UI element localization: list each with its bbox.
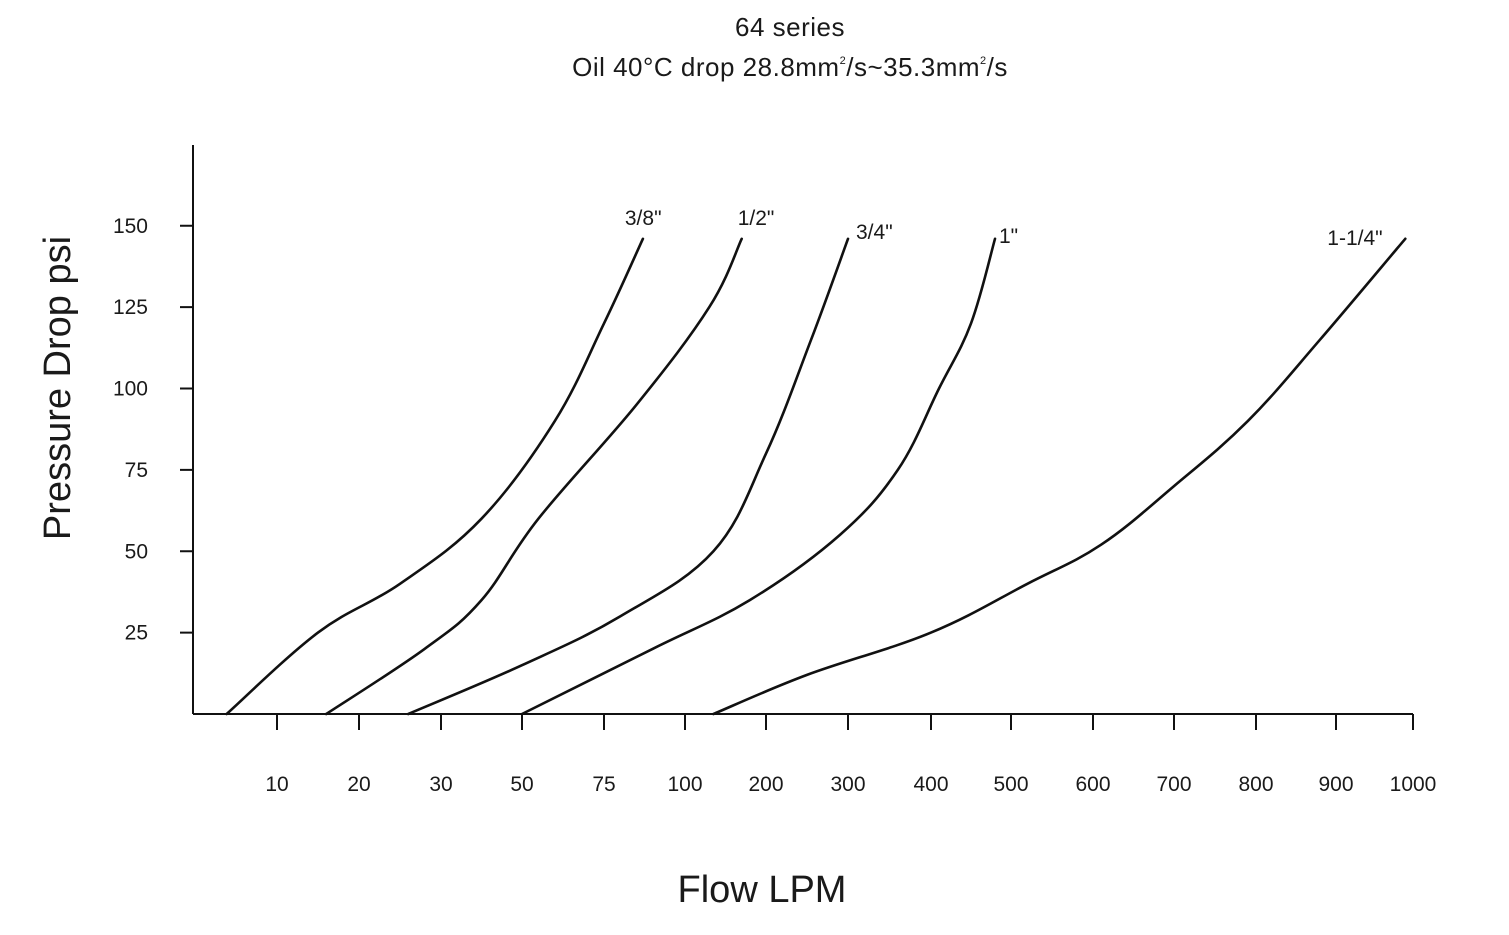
series-curves — [225, 237, 1407, 716]
x-tick-label: 1000 — [1390, 773, 1437, 796]
series-label: 1/2" — [738, 207, 775, 230]
x-tick-label: 30 — [429, 773, 452, 796]
series-label: 3/4" — [856, 221, 893, 244]
x-tick-label: 700 — [1156, 773, 1191, 796]
subtitle-text: /s~35.3mm — [846, 52, 981, 82]
series-label: 3/8" — [625, 207, 662, 230]
y-tick-label: 100 — [113, 378, 148, 401]
x-tick-label: 900 — [1318, 773, 1353, 796]
x-tick-label: 200 — [748, 773, 783, 796]
subtitle-superscript: 2 — [980, 55, 987, 68]
x-tick-label: 300 — [830, 773, 865, 796]
series-label: 1-1/4" — [1327, 227, 1382, 250]
series-curve — [712, 237, 1407, 716]
x-tick-label: 50 — [510, 773, 533, 796]
axes — [192, 145, 1413, 715]
x-axis-title: Flow LPM — [678, 869, 847, 911]
x-tick-label: 400 — [913, 773, 948, 796]
x-tick-label: 100 — [667, 773, 702, 796]
y-tick-label: 25 — [125, 622, 148, 645]
x-ticks: 10 20 30 50 75 100 200 300 400 500 600 700 800 900 100… — [265, 714, 1436, 796]
y-tick-label: 50 — [125, 540, 148, 563]
series-curve — [406, 237, 850, 716]
y-tick-label: 125 — [113, 296, 148, 319]
x-tick-label: 600 — [1075, 773, 1110, 796]
y-tick-label: 75 — [125, 459, 148, 482]
subtitle-superscript: 2 — [839, 55, 847, 68]
series-curve — [520, 237, 997, 716]
y-tick-label: 150 — [113, 215, 148, 238]
series-curve — [324, 237, 743, 716]
y-axis-title: Pressure Drop psi — [37, 236, 79, 540]
x-tick-label: 500 — [993, 773, 1028, 796]
series-curve — [225, 237, 645, 716]
chart-subtitle: Oil 40°C drop 28.8mm2/s~35.3mm2/s — [0, 52, 1509, 83]
series-label: 1" — [999, 225, 1018, 248]
chart-title: 64 series — [735, 12, 845, 42]
x-tick-label: 10 — [265, 773, 288, 796]
y-ticks: 25 50 75 100 125 150 — [113, 215, 193, 645]
x-tick-label: 75 — [592, 773, 615, 796]
series-labels: 3/8" 1/2" 3/4" 1" 1-1/4" — [625, 207, 1383, 250]
x-tick-label: 800 — [1238, 773, 1273, 796]
subtitle-text: Oil 40°C drop 28.8mm — [572, 52, 840, 82]
subtitle-text: /s — [986, 52, 1008, 82]
x-tick-label: 20 — [347, 773, 370, 796]
